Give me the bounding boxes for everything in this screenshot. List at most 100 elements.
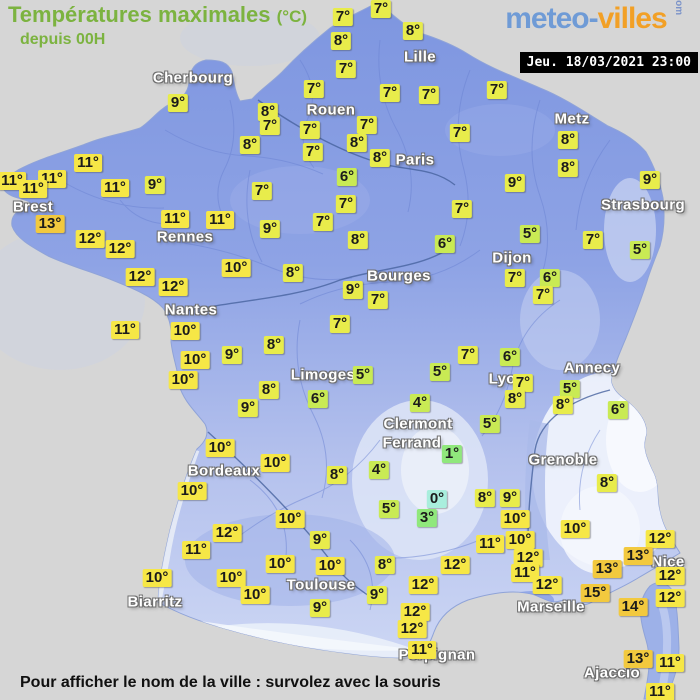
- temp-label[interactable]: 0°: [426, 490, 448, 508]
- temp-label[interactable]: 8°: [474, 489, 496, 507]
- temp-label[interactable]: 15°: [580, 584, 610, 602]
- temp-label[interactable]: 13°: [623, 547, 653, 565]
- temp-label[interactable]: 11°: [161, 210, 189, 228]
- temp-label[interactable]: 13°: [623, 650, 653, 668]
- temp-label[interactable]: 5°: [429, 363, 451, 381]
- temp-label[interactable]: 9°: [259, 220, 281, 238]
- temp-label[interactable]: 10°: [260, 454, 290, 472]
- temp-label[interactable]: 8°: [347, 231, 369, 249]
- temp-label[interactable]: 7°: [335, 60, 357, 78]
- temp-label[interactable]: 10°: [142, 569, 172, 587]
- temp-label[interactable]: 10°: [560, 520, 590, 538]
- temp-label[interactable]: 11°: [646, 683, 674, 700]
- temp-label[interactable]: 6°: [434, 235, 456, 253]
- temp-label[interactable]: 13°: [592, 560, 622, 578]
- temp-label[interactable]: 11°: [476, 535, 504, 553]
- temp-label[interactable]: 9°: [167, 94, 189, 112]
- temp-label[interactable]: 4°: [409, 394, 431, 412]
- temp-label[interactable]: 8°: [596, 474, 618, 492]
- temp-label[interactable]: 7°: [302, 143, 324, 161]
- temp-label[interactable]: 7°: [457, 346, 479, 364]
- temp-label[interactable]: 7°: [582, 231, 604, 249]
- site-logo[interactable]: meteo-villes .com: [505, 0, 690, 36]
- temp-label[interactable]: 6°: [307, 390, 329, 408]
- temp-label[interactable]: 8°: [374, 556, 396, 574]
- temp-label[interactable]: 3°: [416, 509, 438, 527]
- temp-label[interactable]: 7°: [367, 291, 389, 309]
- temp-label[interactable]: 8°: [557, 159, 579, 177]
- temp-label[interactable]: 8°: [239, 136, 261, 154]
- temp-label[interactable]: 9°: [504, 174, 526, 192]
- temp-label[interactable]: 11°: [19, 180, 47, 198]
- temp-label[interactable]: 9°: [639, 171, 661, 189]
- temp-label[interactable]: 9°: [144, 176, 166, 194]
- temp-label[interactable]: 12°: [655, 589, 685, 607]
- temp-label[interactable]: 10°: [275, 510, 305, 528]
- temp-label[interactable]: 12°: [532, 576, 562, 594]
- temp-label[interactable]: 11°: [74, 154, 102, 172]
- temp-label[interactable]: 8°: [257, 103, 279, 121]
- temp-label[interactable]: 12°: [212, 524, 242, 542]
- temp-label[interactable]: 8°: [263, 336, 285, 354]
- temp-label[interactable]: 9°: [237, 399, 259, 417]
- temp-label[interactable]: 8°: [330, 32, 352, 50]
- temp-label[interactable]: 7°: [332, 8, 354, 26]
- temp-label[interactable]: 7°: [370, 0, 392, 18]
- temp-label[interactable]: 10°: [216, 569, 246, 587]
- temp-label[interactable]: 10°: [168, 371, 198, 389]
- temp-label[interactable]: 11°: [182, 541, 210, 559]
- temp-label[interactable]: 7°: [356, 116, 378, 134]
- temp-label[interactable]: 7°: [418, 86, 440, 104]
- temp-label[interactable]: 6°: [539, 269, 561, 287]
- temp-label[interactable]: 7°: [329, 315, 351, 333]
- temp-label[interactable]: 10°: [221, 259, 251, 277]
- temp-label[interactable]: 7°: [486, 81, 508, 99]
- temp-label[interactable]: 7°: [312, 213, 334, 231]
- temp-label[interactable]: 8°: [557, 131, 579, 149]
- temp-label[interactable]: 5°: [559, 380, 581, 398]
- temp-label[interactable]: 9°: [221, 346, 243, 364]
- temp-label[interactable]: 8°: [346, 134, 368, 152]
- temp-label[interactable]: 13°: [35, 215, 65, 233]
- temp-label[interactable]: 4°: [368, 461, 390, 479]
- temp-label[interactable]: 12°: [125, 268, 155, 286]
- temp-label[interactable]: 8°: [258, 381, 280, 399]
- temp-label[interactable]: 12°: [400, 603, 430, 621]
- temp-label[interactable]: 9°: [366, 586, 388, 604]
- temp-label[interactable]: 8°: [504, 390, 526, 408]
- temp-label[interactable]: 10°: [500, 510, 530, 528]
- temp-label[interactable]: 8°: [369, 149, 391, 167]
- temp-label[interactable]: 5°: [378, 500, 400, 518]
- temp-label[interactable]: 5°: [629, 241, 651, 259]
- temp-label[interactable]: 5°: [352, 366, 374, 384]
- temp-label[interactable]: 5°: [479, 415, 501, 433]
- temp-label[interactable]: 12°: [158, 278, 188, 296]
- temp-label[interactable]: 7°: [335, 195, 357, 213]
- temp-label[interactable]: 7°: [532, 286, 554, 304]
- temp-label[interactable]: 10°: [315, 557, 345, 575]
- temp-label[interactable]: 8°: [326, 466, 348, 484]
- temp-label[interactable]: 10°: [505, 531, 535, 549]
- temp-label[interactable]: 9°: [499, 489, 521, 507]
- temp-label[interactable]: 11°: [111, 321, 139, 339]
- temp-label[interactable]: 9°: [309, 599, 331, 617]
- temp-label[interactable]: 8°: [402, 22, 424, 40]
- temp-label[interactable]: 6°: [607, 401, 629, 419]
- temp-label[interactable]: 6°: [336, 168, 358, 186]
- temp-label[interactable]: 9°: [342, 281, 364, 299]
- temp-label[interactable]: 9°: [309, 531, 331, 549]
- temp-label[interactable]: 10°: [170, 322, 200, 340]
- temp-label[interactable]: 12°: [408, 576, 438, 594]
- temp-label[interactable]: 7°: [251, 182, 273, 200]
- temp-label[interactable]: 11°: [408, 641, 436, 659]
- temp-label[interactable]: 7°: [449, 124, 471, 142]
- temp-label[interactable]: 12°: [513, 549, 543, 567]
- temp-label[interactable]: 6°: [499, 348, 521, 366]
- temp-label[interactable]: 7°: [299, 121, 321, 139]
- temp-label[interactable]: 10°: [180, 351, 210, 369]
- temp-label[interactable]: 10°: [177, 482, 207, 500]
- temp-label[interactable]: 8°: [282, 264, 304, 282]
- temp-label[interactable]: 11°: [511, 564, 539, 582]
- temp-label[interactable]: 11°: [101, 179, 129, 197]
- temp-label[interactable]: 7°: [451, 200, 473, 218]
